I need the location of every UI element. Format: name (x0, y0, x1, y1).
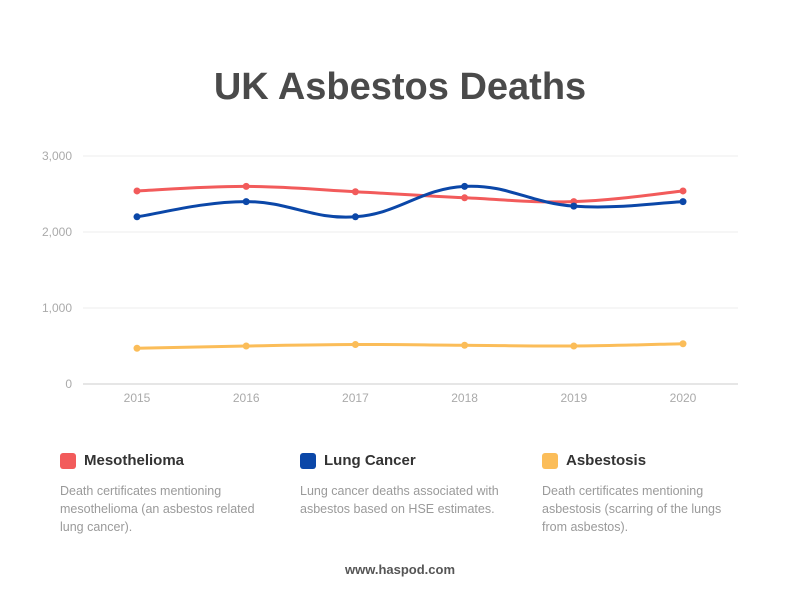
legend-swatch (542, 452, 558, 469)
legend-asbestosis: Asbestosis Death certificates mentioning… (542, 452, 747, 536)
legend-lung-cancer: Lung Cancer Lung cancer deaths associate… (300, 452, 505, 518)
data-point-mesothelioma[interactable] (242, 182, 250, 190)
data-point-asbestosis[interactable] (679, 340, 687, 348)
footer-link[interactable]: www.haspod.com (344, 562, 456, 577)
data-point-mesothelioma[interactable] (461, 194, 469, 202)
gridlines (83, 155, 738, 385)
x-axis-ticks: 2015 2016 2017 2018 2019 2020 (124, 391, 697, 405)
series-line-asbestosis (135, 342, 685, 350)
y-tick-label: 0 (65, 377, 72, 391)
x-tick-label: 2017 (342, 391, 369, 405)
legend-label: Asbestosis (566, 452, 647, 469)
x-tick-label: 2020 (670, 391, 697, 405)
legend-swatch (60, 452, 76, 469)
chart-title: UK Asbestos Deaths (213, 66, 587, 108)
legend-swatch (300, 452, 316, 469)
x-tick-label: 2016 (233, 391, 260, 405)
data-point-lung-cancer[interactable] (570, 202, 578, 210)
line-chart: 0 1,000 2,000 3,000 2015 2016 2017 2018 2019 202… (42, 149, 738, 405)
data-point-lung-cancer[interactable] (133, 213, 141, 221)
data-point-asbestosis[interactable] (351, 340, 359, 348)
series-points (133, 182, 687, 352)
x-tick-label: 2019 (560, 391, 587, 405)
x-tick-label: 2015 (124, 391, 151, 405)
data-point-lung-cancer[interactable] (351, 213, 359, 221)
data-point-mesothelioma[interactable] (133, 187, 141, 195)
data-point-asbestosis[interactable] (570, 342, 578, 350)
legend-label: Mesothelioma (84, 452, 185, 469)
y-tick-label: 3,000 (42, 149, 72, 163)
y-tick-label: 2,000 (42, 225, 72, 239)
data-point-asbestosis[interactable] (242, 342, 250, 350)
legend-mesothelioma: Mesothelioma Death certificates mentioni… (60, 452, 265, 536)
data-point-asbestosis[interactable] (461, 341, 469, 349)
series-line-lung-cancer (135, 184, 685, 219)
series-lines (135, 184, 685, 350)
data-point-lung-cancer[interactable] (461, 182, 469, 190)
data-point-mesothelioma[interactable] (679, 187, 687, 195)
data-point-mesothelioma[interactable] (351, 188, 359, 196)
data-point-asbestosis[interactable] (133, 344, 141, 352)
y-tick-label: 1,000 (42, 301, 72, 315)
legend-description: Lung cancer deaths associated with asbes… (300, 484, 499, 516)
x-tick-label: 2018 (451, 391, 478, 405)
legend-description: Death certificates mentioning mesothelio… (60, 484, 255, 534)
legend-label: Lung Cancer (324, 452, 416, 469)
series-line-mesothelioma (135, 184, 685, 204)
legend-description: Death certificates mentioning asbestosis… (542, 484, 722, 534)
y-axis-ticks: 0 1,000 2,000 3,000 (42, 149, 72, 391)
data-point-lung-cancer[interactable] (242, 198, 250, 206)
data-point-lung-cancer[interactable] (679, 198, 687, 206)
